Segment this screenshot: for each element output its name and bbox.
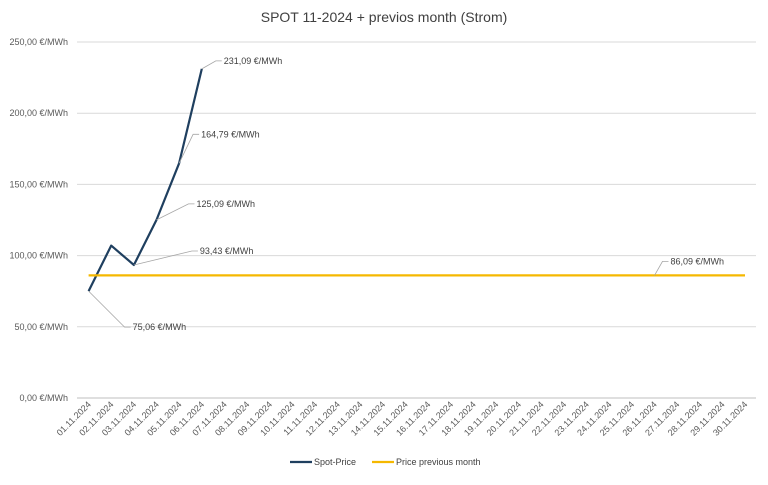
data-label: 164,79 €/MWh — [201, 129, 260, 139]
data-labels: 75,06 €/MWh 93,43 €/MWh 125,09 €/MWh 164,79… — [88, 56, 724, 332]
y-tick-label: 150,00 €/MWh — [9, 179, 68, 189]
data-label-leader — [156, 203, 195, 221]
y-axis-ticks: 0,00 €/MWh 50,00 €/MWh 100,00 €/MWh 150,00 … — [9, 37, 68, 403]
chart-title: SPOT 11-2024 + previos month (Strom) — [261, 9, 508, 25]
legend-label-0: Spot-Price — [314, 457, 356, 467]
data-label-leader — [88, 290, 131, 328]
data-label: 93,43 €/MWh — [200, 246, 254, 256]
data-label: 125,09 €/MWh — [197, 199, 256, 209]
legend-label-1: Price previous month — [396, 457, 481, 467]
data-label-leader — [133, 250, 198, 266]
data-label: 75,06 €/MWh — [133, 322, 187, 332]
data-label-leader — [178, 133, 200, 164]
y-tick-label: 0,00 €/MWh — [19, 393, 68, 403]
data-label: 231,09 €/MWh — [224, 56, 283, 66]
y-tick-label: 250,00 €/MWh — [9, 37, 68, 47]
series-line-0 — [87, 68, 203, 292]
x-axis-ticks: 01.11.202402.11.202403.11.202404.11.2024… — [55, 399, 750, 437]
data-label-leader — [654, 260, 669, 276]
y-tick-label: 200,00 €/MWh — [9, 108, 68, 118]
y-tick-label: 100,00 €/MWh — [9, 251, 68, 261]
y-tick-label: 50,00 €/MWh — [14, 322, 68, 332]
series-lines — [87, 68, 745, 292]
legend: Spot-Price Price previous month — [290, 457, 481, 467]
data-label-leader — [201, 60, 222, 70]
data-label: 86,09 €/MWh — [670, 256, 724, 266]
gridlines — [77, 41, 756, 328]
